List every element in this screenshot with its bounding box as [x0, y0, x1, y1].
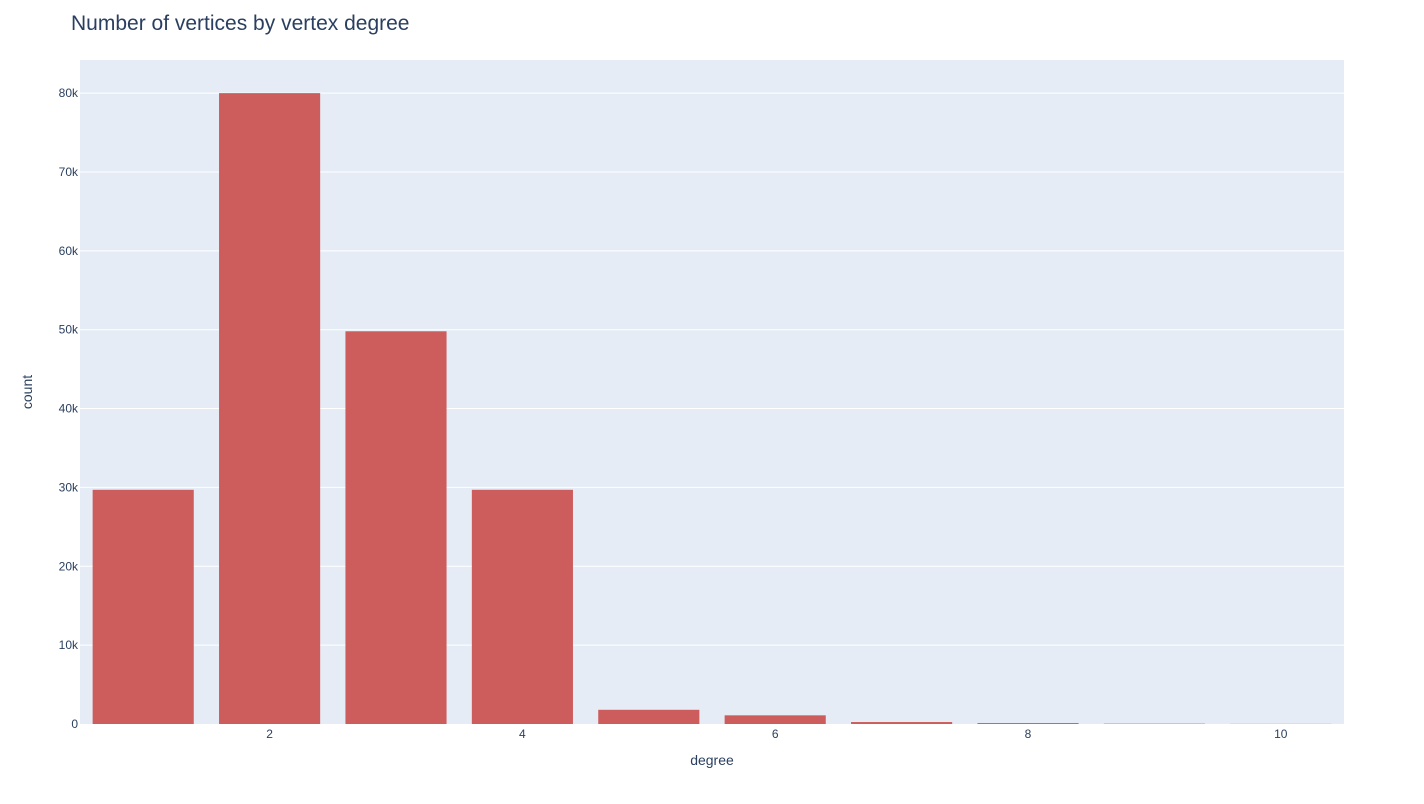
bar-degree-5[interactable]: [598, 709, 700, 724]
y-axis-ticks: 0 10k 20k 30k 40k 50k 60k 70k 80k: [59, 86, 79, 731]
bar-degree-3[interactable]: [345, 331, 447, 724]
x-tick-label: 6: [772, 727, 779, 741]
y-tick-label: 0: [71, 717, 78, 731]
x-tick-label: 2: [266, 727, 273, 741]
y-tick-label: 80k: [59, 86, 79, 100]
y-tick-label: 50k: [59, 323, 79, 337]
bar-degree-4[interactable]: [471, 489, 573, 724]
x-tick-label: 4: [519, 727, 526, 741]
y-tick-label: 10k: [59, 638, 79, 652]
y-tick-label: 20k: [59, 559, 79, 573]
bar-degree-2[interactable]: [219, 93, 321, 724]
bar-degree-7[interactable]: [851, 722, 953, 724]
bars: [92, 93, 1332, 724]
x-axis-ticks: 2 4 6 8 10: [266, 727, 1288, 741]
y-tick-label: 30k: [59, 480, 79, 494]
x-axis-title: degree: [690, 752, 734, 768]
bar-degree-1[interactable]: [92, 489, 194, 724]
y-tick-label: 70k: [59, 165, 79, 179]
x-tick-label: 10: [1274, 727, 1288, 741]
x-tick-label: 8: [1025, 727, 1032, 741]
y-tick-label: 60k: [59, 244, 79, 258]
chart-title: Number of vertices by vertex degree: [71, 12, 409, 35]
bar-degree-6[interactable]: [724, 715, 826, 724]
bar-degree-8[interactable]: [977, 723, 1079, 724]
y-tick-label: 40k: [59, 402, 79, 416]
y-axis-title: count: [19, 375, 35, 409]
